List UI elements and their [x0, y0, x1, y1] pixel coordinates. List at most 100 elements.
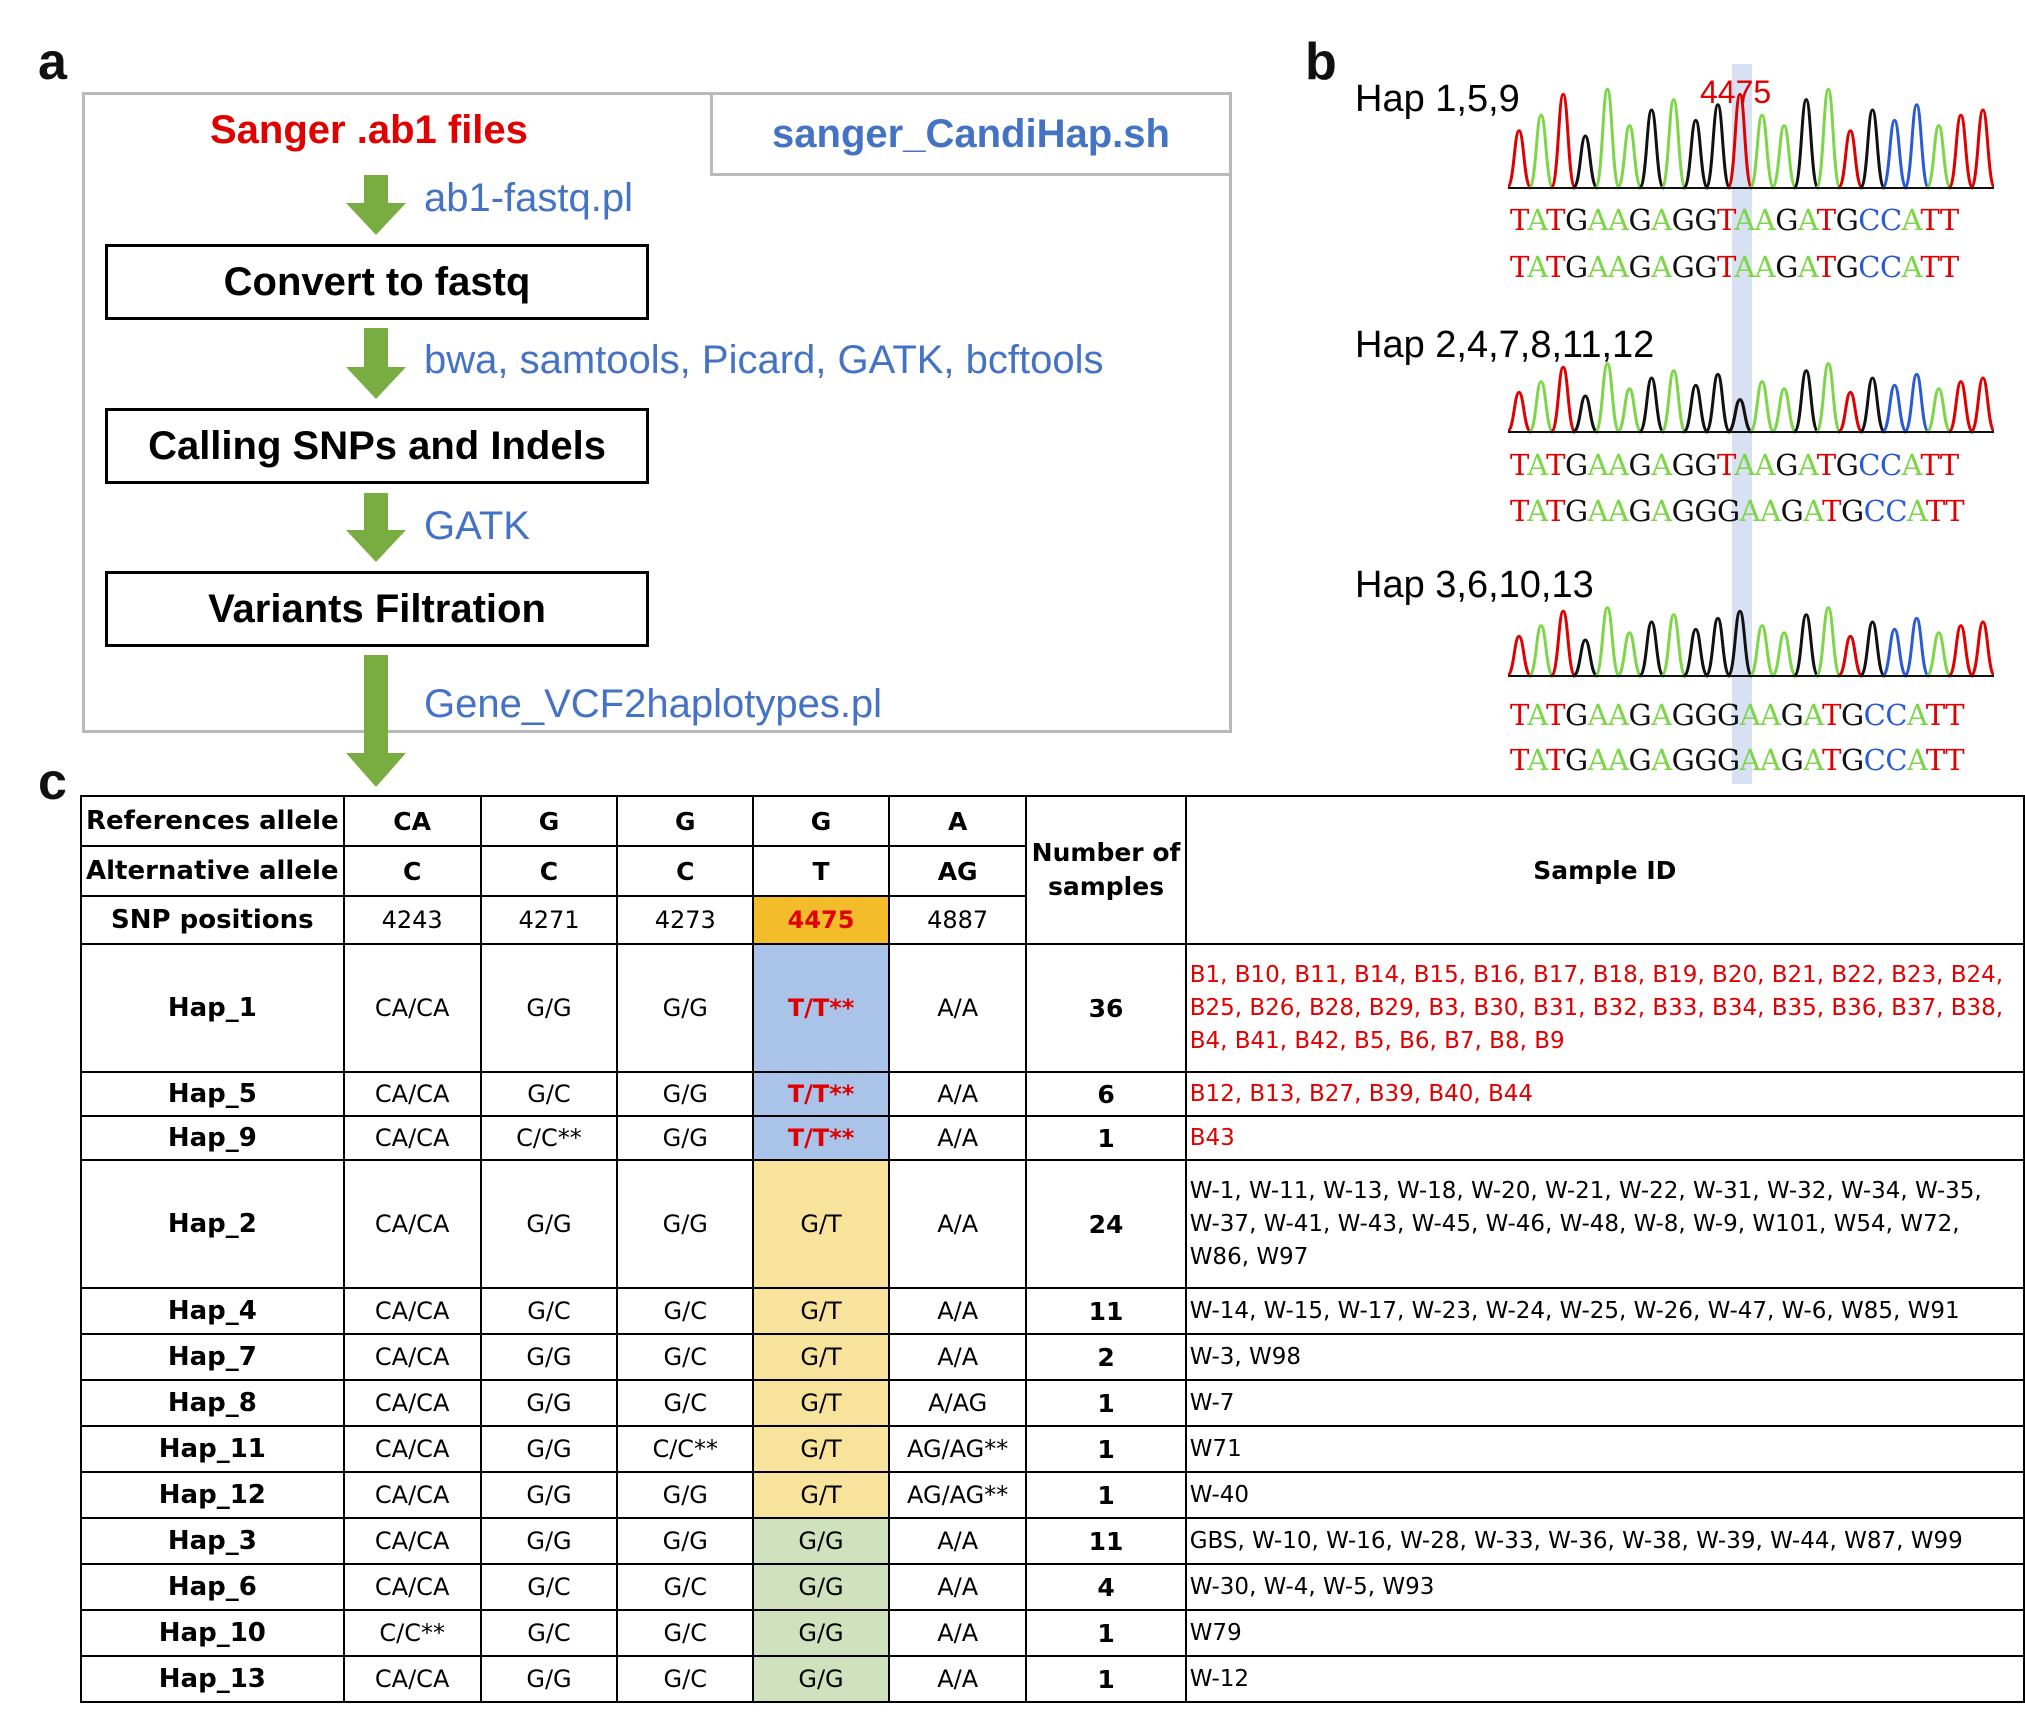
sample-id-list: B1, B10, B11, B14, B15, B16, B17, B18, B…: [1184, 943, 2025, 1073]
genotype-cell: CA/CA: [342, 1517, 482, 1565]
chromatogram-peak: [1858, 108, 1887, 190]
chromatogram-trace: [1508, 87, 1994, 190]
genotype-cell: A/A: [887, 1563, 1028, 1611]
haplotype-name: Hap_6: [80, 1563, 345, 1611]
chromatogram-peak: [1748, 113, 1776, 190]
genotype-cell: CA/CA: [342, 1379, 482, 1427]
genotype-cell: G/G: [479, 1471, 619, 1519]
chromatogram-peak: [1682, 383, 1710, 434]
genotype-cell: A/A: [887, 1655, 1028, 1703]
sample-id-list: W-12: [1184, 1655, 2025, 1703]
chromatogram-peak: [1748, 380, 1776, 434]
chromatogram-peak: [1880, 627, 1909, 678]
genotype-cell: T/T**: [752, 1071, 890, 1117]
chromatogram-peak: [1947, 380, 1975, 434]
ref-allele-label: References allele: [80, 795, 345, 847]
sample-count: 11: [1025, 1287, 1187, 1335]
sample-count: 1: [1025, 1655, 1187, 1703]
haplotype-name: Hap_12: [80, 1471, 345, 1519]
chromatogram-peak: [1969, 376, 1994, 434]
genotype-cell: A/A: [887, 1071, 1028, 1117]
sequence-read: TATGAAGAGGTAAGATGCCATT: [1510, 203, 1959, 237]
genotype-cell: G/G: [479, 1655, 619, 1703]
sequence-read: TATGAAGAGGGAAGATGCCATT: [1510, 698, 1965, 732]
snp-position-cell: 4271: [479, 895, 619, 945]
chromatogram-peak: [1615, 124, 1644, 190]
genotype-cell: G/T: [752, 1287, 890, 1335]
haplotype-name: Hap_8: [80, 1379, 345, 1427]
chromatogram-peak: [1572, 638, 1599, 678]
sample-id-list: W-1, W-11, W-13, W-18, W-20, W-21, W-22,…: [1184, 1159, 2025, 1289]
chromatogram-peak: [1615, 387, 1644, 434]
sample-id-list: W-40: [1184, 1471, 2025, 1519]
chromatogram-peak: [1637, 620, 1666, 678]
sample-id-list: W79: [1184, 1609, 2025, 1657]
sample-id-list: W-30, W-4, W-5, W93: [1184, 1563, 2025, 1611]
sample-id-list: W-3, W98: [1184, 1333, 2025, 1381]
chromatogram-peak: [1792, 369, 1820, 434]
chromatogram-peak: [1508, 129, 1533, 190]
chromatogram-peak: [1925, 387, 1953, 434]
haplotype-name: Hap_13: [80, 1655, 345, 1703]
haplotype-name: Hap_2: [80, 1159, 345, 1289]
sample-id-list: W-14, W-15, W-17, W-23, W-24, W-25, W-26…: [1184, 1287, 2025, 1335]
genotype-cell: AG/AG**: [887, 1471, 1028, 1519]
haplotype-name: Hap_9: [80, 1115, 345, 1161]
snp-position-label: 4475: [1700, 74, 1772, 110]
genotype-cell: G/G: [616, 943, 755, 1073]
chromatogram-peak: [1660, 613, 1688, 678]
table-row: Hap_2 CA/CA G/G G/G G/T A/A 24 W-1, W-11, W-13,…: [80, 1159, 2025, 1289]
table-row: Hap_5 CA/CA G/C G/G T/T** A/A 6 B12, B13, B27, …: [80, 1071, 2025, 1117]
sample-id-list: W71: [1184, 1425, 2025, 1473]
genotype-cell: G/G: [479, 1517, 619, 1565]
sample-count: 6: [1025, 1071, 1187, 1117]
genotype-cell: G/G: [616, 1471, 755, 1519]
genotype-cell: G/C: [616, 1333, 755, 1381]
genotype-cell: G/C: [479, 1287, 619, 1335]
chromatogram-peak: [1726, 92, 1754, 190]
genotype-cell: CA/CA: [342, 1655, 482, 1703]
chromatogram-peak: [1947, 624, 1975, 678]
chromatogram-peak: [1704, 103, 1732, 190]
genotype-cell: CA/CA: [342, 1115, 482, 1161]
chromatogram-peak: [1903, 103, 1931, 190]
arrow-down-icon: [346, 328, 406, 399]
table-row: Hap_12 CA/CA G/G G/G G/T AG/AG** 1 W-40: [80, 1471, 2025, 1519]
chromatogram-peak: [1593, 606, 1622, 678]
genotype-cell: G/G: [479, 1425, 619, 1473]
genotype-cell: G/T: [752, 1471, 890, 1519]
alt-allele-cell: C: [616, 845, 755, 897]
genotype-cell: CA/CA: [342, 1159, 482, 1289]
chromatogram-peak: [1527, 380, 1555, 434]
haplotype-name: Hap_5: [80, 1071, 345, 1117]
table-row: Hap_7 CA/CA G/G G/C G/T A/A 2 W-3, W98: [80, 1333, 2025, 1381]
alt-allele-cell: T: [752, 845, 890, 897]
chromatogram-peak: [1814, 362, 1842, 434]
genotype-cell: A/A: [887, 1287, 1028, 1335]
table-row: Hap_4 CA/CA G/C G/C G/T A/A 11 W-14, W-15, W-17…: [80, 1287, 2025, 1335]
chromatogram-peak: [1726, 609, 1754, 678]
genotype-cell: AG/AG**: [887, 1425, 1028, 1473]
genotype-cell: G/C: [479, 1563, 619, 1611]
table-row: Hap_6 CA/CA G/C G/C G/G A/A 4 W-30, W-4, W-5, W…: [80, 1563, 2025, 1611]
genotype-cell: G/G: [752, 1655, 890, 1703]
chromatogram-peak: [1571, 134, 1599, 190]
sample-count: 1: [1025, 1425, 1187, 1473]
chromatogram-peak: [1903, 372, 1931, 434]
chromatogram-peak: [1549, 609, 1577, 678]
chromatogram-peak: [1660, 98, 1688, 190]
chromatogram-peak: [1858, 620, 1887, 678]
hap-group-title: Hap 1,5,9: [1355, 78, 1520, 120]
step-calling-snps-indels: Calling SNPs and Indels: [105, 408, 649, 484]
haplotype-name: Hap_10: [80, 1609, 345, 1657]
genotype-cell: CA/CA: [342, 1287, 482, 1335]
chromatogram-peak: [1837, 634, 1864, 678]
chromatogram-peak: [1549, 92, 1577, 190]
chromatogram-peak: [1508, 390, 1533, 434]
pipeline-arrows: [346, 175, 406, 787]
table-row: Hap_9 CA/CA C/C** G/G T/T** A/A 1 B43: [80, 1115, 2025, 1161]
table-row: Hap_11 CA/CA G/G C/C** G/T AG/AG** 1 W71: [80, 1425, 2025, 1473]
table-row: Hap_8 CA/CA G/G G/C G/T A/AG 1 W-7: [80, 1379, 2025, 1427]
chromatogram-trace: [1508, 606, 1994, 678]
snp-positions-label: SNP positions: [80, 895, 345, 945]
